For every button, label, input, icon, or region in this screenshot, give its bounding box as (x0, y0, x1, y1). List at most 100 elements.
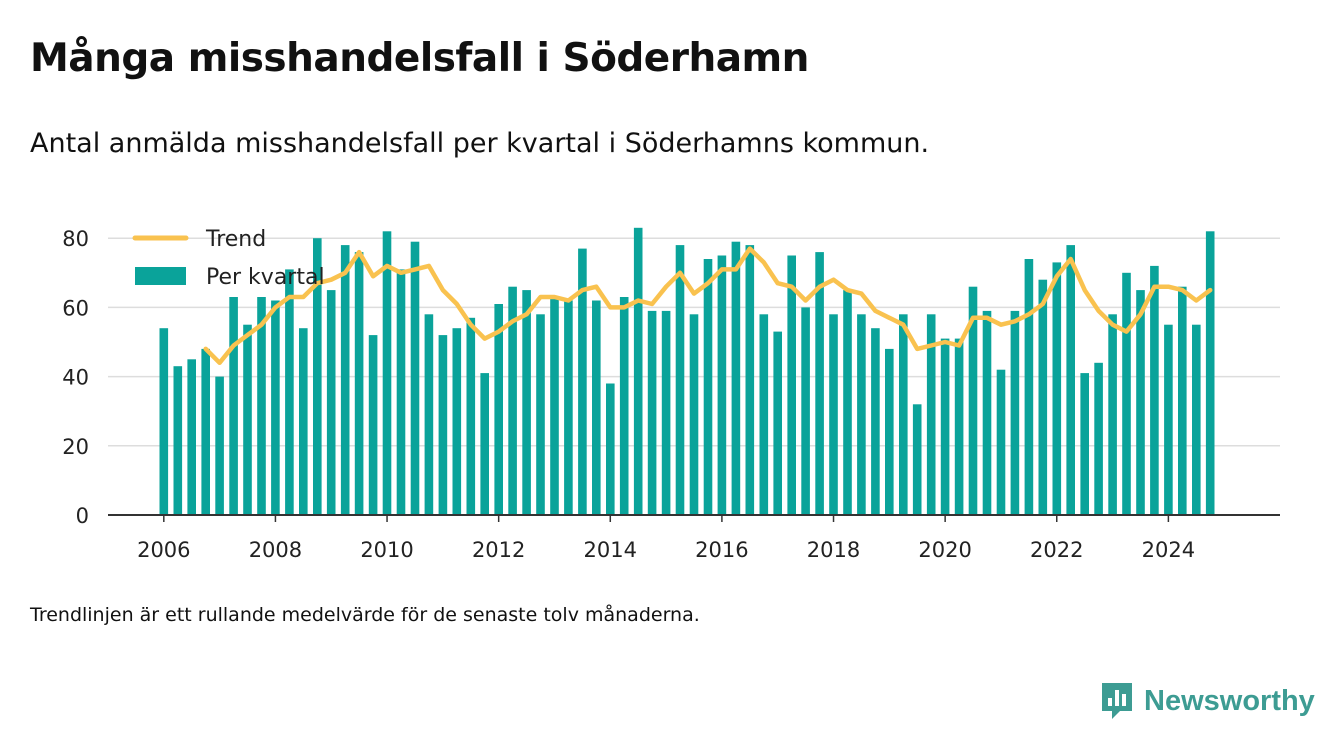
bar (1066, 245, 1075, 515)
bar (187, 359, 196, 515)
trend-line (203, 246, 1213, 366)
bar (1205, 231, 1215, 516)
bar-series (159, 227, 1215, 516)
bar (885, 348, 894, 515)
x-tick-label: 2016 (695, 538, 748, 562)
bar (368, 335, 378, 515)
bar (382, 231, 392, 516)
x-tick-label: 2022 (1030, 538, 1083, 562)
bar (438, 335, 448, 515)
y-tick-label: 40 (62, 366, 89, 390)
bar (1178, 286, 1187, 515)
y-tick-label: 60 (62, 296, 89, 320)
chart-area: 0 20 40 60 80 2006 2008 2010 2012 2014 2016 2018 202… (62, 227, 1280, 562)
bar (940, 338, 950, 515)
brand-name: Newsworthy (1144, 684, 1315, 717)
bar (173, 366, 183, 515)
axes: 0 20 40 60 80 2006 2008 2010 2012 2014 2016 2018 202… (62, 227, 1280, 562)
bar (1108, 314, 1117, 515)
bar (285, 269, 294, 515)
bar (508, 286, 517, 515)
bar (354, 252, 364, 515)
bar (466, 317, 476, 515)
x-tick-label: 2020 (918, 538, 971, 562)
bar (271, 300, 280, 515)
bar (787, 255, 796, 515)
bar (299, 328, 308, 515)
bar (1080, 373, 1089, 515)
bar (689, 314, 699, 515)
bar (745, 245, 755, 515)
bar (326, 290, 336, 515)
x-tick-label: 2024 (1142, 538, 1195, 562)
bar (522, 290, 531, 515)
bar (257, 297, 266, 515)
bar (661, 310, 671, 515)
bar (229, 297, 238, 515)
bar (1136, 290, 1145, 515)
bar (340, 245, 350, 515)
y-tick-label: 0 (76, 504, 89, 528)
legend-label-trend: Trend (205, 227, 266, 252)
trend-series (203, 246, 1213, 366)
bar (731, 241, 741, 515)
bar (592, 300, 601, 515)
y-tick-label: 20 (62, 435, 89, 459)
bar (159, 328, 169, 515)
bar (633, 227, 643, 516)
bar (1052, 262, 1062, 515)
bar (703, 259, 713, 515)
brand: Newsworthy (1100, 681, 1315, 721)
x-tick-label: 2014 (584, 538, 637, 562)
bar (480, 373, 489, 515)
bar (801, 307, 810, 515)
bar (410, 241, 420, 515)
legend-label-bars: Per kvartal (206, 265, 325, 290)
bar (829, 314, 838, 515)
chart-subtitle: Antal anmälda misshandelsfall per kvarta… (30, 128, 930, 159)
bar (1024, 259, 1034, 515)
bar (815, 252, 824, 515)
bar (452, 328, 462, 515)
bar (912, 404, 922, 515)
legend-swatch-bars (135, 267, 186, 285)
bar (215, 376, 224, 515)
x-tick-label: 2008 (249, 538, 302, 562)
bar (1164, 324, 1173, 515)
x-tick-label: 2018 (807, 538, 860, 562)
bar (1010, 310, 1020, 515)
bar (1150, 265, 1159, 515)
bar (773, 331, 782, 515)
newsworthy-logo-icon (1102, 683, 1132, 719)
x-tick-label: 2006 (137, 538, 190, 562)
bar (899, 314, 908, 515)
y-tick-label: 80 (62, 227, 89, 251)
bar (536, 314, 545, 515)
bar (968, 286, 978, 515)
chart-title: Många misshandelsfall i Söderhamn (30, 36, 809, 81)
bar (396, 269, 406, 515)
bar (201, 348, 210, 515)
bar (926, 314, 936, 515)
bar (313, 238, 322, 515)
bar (578, 248, 587, 515)
bar (1038, 279, 1048, 515)
bar (564, 300, 573, 515)
bar (759, 314, 769, 515)
bar (619, 297, 629, 515)
bar (982, 310, 992, 515)
bar (675, 245, 685, 515)
bar (954, 338, 964, 515)
bar (550, 297, 559, 515)
legend: Trend Per kvartal (132, 227, 325, 290)
bar (717, 255, 727, 515)
bar (647, 310, 657, 515)
bar (1094, 362, 1103, 515)
bar (1122, 272, 1131, 515)
bar (857, 314, 866, 515)
bar (843, 290, 852, 515)
bar (996, 369, 1006, 515)
x-tick-label: 2010 (360, 538, 413, 562)
bar (494, 304, 503, 515)
x-tick-label: 2012 (472, 538, 525, 562)
